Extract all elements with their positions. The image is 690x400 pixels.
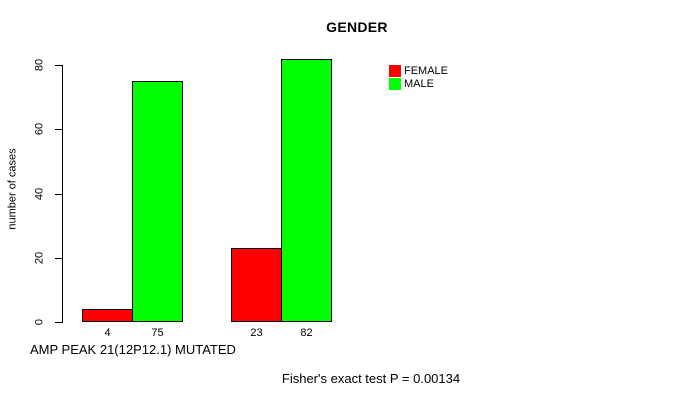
legend-label: FEMALE (404, 64, 449, 77)
bar-value-label: 75 (151, 327, 164, 339)
legend-swatch-icon (389, 78, 401, 90)
y-tick-label: 60 (33, 122, 46, 136)
y-axis-tick (55, 322, 62, 323)
y-tick-label: 20 (33, 251, 46, 265)
y-axis-line (62, 65, 63, 323)
legend-item-female: FEMALE (389, 65, 448, 77)
bar-value-label: 82 (300, 327, 313, 339)
x-axis-label: AMP PEAK 21(12P12.1) MUTATED (30, 342, 236, 357)
legend-label: MALE (404, 77, 434, 90)
y-tick-label: 0 (33, 318, 46, 326)
chart-title: GENDER (326, 19, 388, 35)
fisher-test-annotation: Fisher's exact test P = 0.00134 (281, 371, 461, 386)
bar-female-group1 (82, 309, 133, 322)
y-tick-label: 40 (33, 187, 46, 201)
y-axis-tick (55, 194, 62, 195)
bar-value-label: 4 (104, 327, 111, 339)
legend-item-male: MALE (389, 78, 448, 90)
legend-swatch-icon (389, 65, 401, 77)
y-axis-tick (55, 258, 62, 259)
bar-value-label: 23 (250, 327, 263, 339)
y-axis-tick (55, 129, 62, 130)
bar-male-group1 (132, 81, 183, 322)
y-tick-label: 80 (33, 58, 46, 72)
legend: FEMALE MALE (389, 65, 448, 91)
y-axis-tick (55, 65, 62, 66)
bar-female-group2 (231, 248, 282, 322)
bar-male-group2 (281, 59, 332, 322)
